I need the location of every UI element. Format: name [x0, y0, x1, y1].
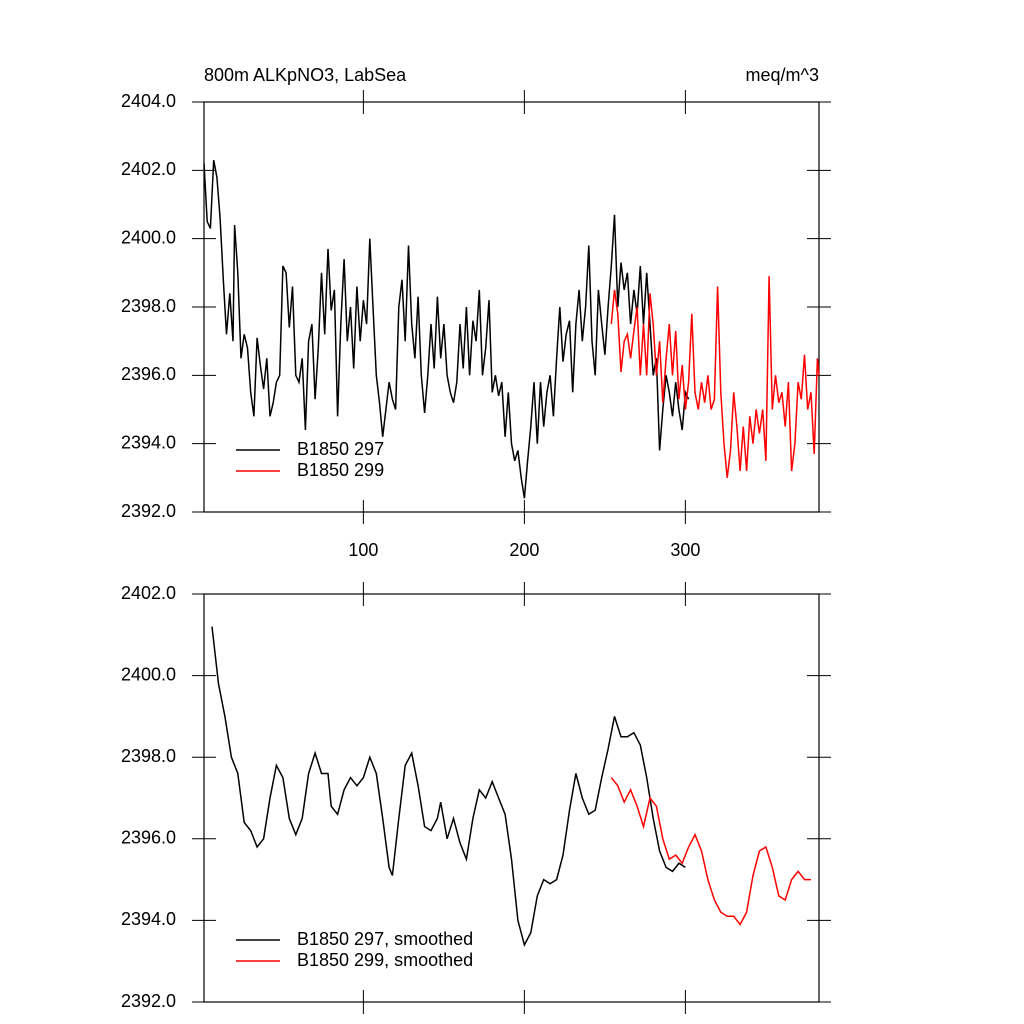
chart-title: 800m ALKpNO3, LabSea	[204, 65, 407, 85]
data-line	[610, 777, 811, 926]
legend-label: B1850 299	[297, 460, 384, 480]
x-tick-label: 300	[670, 540, 700, 560]
y-tick-label: 2396.0	[121, 364, 176, 384]
y-tick-label: 2396.0	[121, 828, 176, 848]
y-tick-label: 2402.0	[121, 159, 176, 179]
data-line	[211, 626, 686, 947]
y-tick-label: 2398.0	[121, 746, 176, 766]
y-tick-label: 2404.0	[121, 91, 176, 111]
legend-label: B1850 297	[297, 439, 384, 459]
y-tick-label: 2400.0	[121, 664, 176, 684]
y-tick-label: 2394.0	[121, 432, 176, 452]
y-tick-label: 2392.0	[121, 991, 176, 1011]
y-tick-label: 2392.0	[121, 501, 176, 521]
data-line	[203, 159, 690, 499]
x-tick-label: 100	[348, 540, 378, 560]
plot-frame	[203, 593, 820, 1003]
y-tick-label: 2402.0	[121, 583, 176, 603]
data-line	[610, 276, 820, 478]
x-tick-label: 200	[509, 540, 539, 560]
legend-label: B1850 299, smoothed	[297, 950, 473, 970]
y-tick-label: 2394.0	[121, 909, 176, 929]
plot-frame	[203, 101, 820, 513]
y-tick-label: 2400.0	[121, 227, 176, 247]
y-tick-label: 2398.0	[121, 296, 176, 316]
legend-label: B1850 297, smoothed	[297, 929, 473, 949]
units-label: meq/m^3	[746, 65, 819, 85]
